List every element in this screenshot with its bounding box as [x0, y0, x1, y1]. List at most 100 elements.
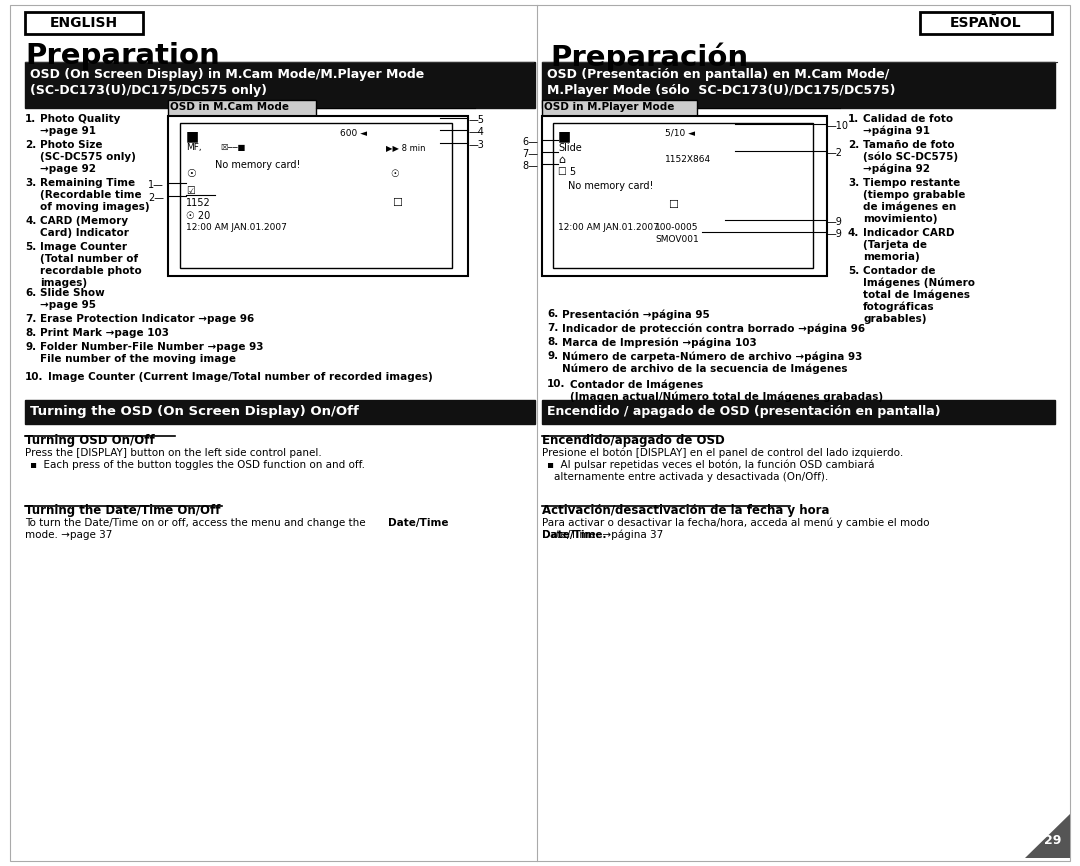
Text: 10.: 10.: [25, 372, 43, 382]
Text: MF,: MF,: [186, 143, 202, 152]
Text: 10.: 10.: [546, 379, 566, 389]
Text: ▶▶ 8 min: ▶▶ 8 min: [386, 143, 426, 152]
Text: Tiempo restante: Tiempo restante: [863, 178, 960, 188]
Text: Preparación: Preparación: [550, 42, 748, 72]
Text: Número de archivo de la secuencia de Imágenes: Número de archivo de la secuencia de Imá…: [562, 363, 848, 373]
Bar: [180, 123, 453, 268]
Text: Photo Size: Photo Size: [40, 140, 103, 150]
Text: 1—: 1—: [148, 180, 164, 190]
Text: —2: —2: [827, 148, 843, 158]
Bar: [25, 400, 535, 424]
Text: (SC-DC575 only): (SC-DC575 only): [40, 152, 136, 162]
Text: Press the [DISPLAY] button on the left side control panel.: Press the [DISPLAY] button on the left s…: [25, 448, 322, 458]
Text: →página 92: →página 92: [863, 164, 930, 175]
Text: Indicador de protección contra borrado →página 96: Indicador de protección contra borrado →…: [562, 323, 865, 333]
Text: ☐: ☐: [392, 198, 402, 208]
Bar: [168, 100, 316, 116]
Text: 1.: 1.: [25, 114, 37, 124]
Text: (tiempo grabable: (tiempo grabable: [863, 190, 966, 200]
Text: Presentación →página 95: Presentación →página 95: [562, 309, 710, 320]
Text: 1152X864: 1152X864: [665, 155, 711, 164]
Text: Slide: Slide: [558, 143, 582, 153]
Text: Calidad de foto: Calidad de foto: [863, 114, 954, 124]
Text: Encendido/apagado de OSD: Encendido/apagado de OSD: [542, 434, 725, 447]
Text: Date/Time.: Date/Time.: [542, 530, 607, 540]
Text: 7.: 7.: [25, 314, 37, 324]
Bar: [25, 62, 535, 108]
Text: fotográficas: fotográficas: [863, 302, 934, 313]
Text: Remaining Time: Remaining Time: [40, 178, 135, 188]
Text: 7—: 7—: [522, 149, 538, 159]
Text: 4.: 4.: [848, 228, 860, 238]
Text: OSD in M.Cam Mode: OSD in M.Cam Mode: [170, 102, 289, 112]
Text: ☑: ☑: [186, 186, 194, 196]
Text: memoria): memoria): [863, 252, 920, 262]
Text: Folder Number-File Number →page 93: Folder Number-File Number →page 93: [40, 342, 264, 352]
Bar: [25, 12, 143, 34]
Text: movimiento): movimiento): [863, 214, 937, 224]
Text: Número de carpeta-Número de archivo →página 93: Número de carpeta-Número de archivo →pág…: [562, 351, 862, 361]
Text: OSD (Presentación en pantalla) en M.Cam Mode/: OSD (Presentación en pantalla) en M.Cam …: [546, 68, 889, 81]
Text: CARD (Memory: CARD (Memory: [40, 216, 129, 226]
Text: OSD (On Screen Display) in M.Cam Mode/M.Player Mode: OSD (On Screen Display) in M.Cam Mode/M.…: [30, 68, 424, 81]
Text: Card) Indicator: Card) Indicator: [40, 228, 129, 238]
Text: Turning OSD On/Off: Turning OSD On/Off: [25, 434, 154, 447]
Text: Contador de Imágenes: Contador de Imágenes: [570, 379, 703, 390]
Text: Turning the OSD (On Screen Display) On/Off: Turning the OSD (On Screen Display) On/O…: [30, 405, 359, 418]
Bar: [920, 12, 1052, 34]
Text: —4: —4: [469, 127, 485, 137]
Text: Para activar o desactivar la fecha/hora, acceda al menú y cambie el modo: Para activar o desactivar la fecha/hora,…: [542, 518, 930, 528]
Text: Presione el botón [DISPLAY] en el panel de control del lado izquierdo.: Presione el botón [DISPLAY] en el panel …: [542, 448, 903, 458]
Text: 8.: 8.: [546, 337, 558, 347]
Text: M.Player Mode (sólo  SC-DC173(U)/DC175/DC575): M.Player Mode (sólo SC-DC173(U)/DC175/DC…: [546, 84, 895, 97]
Text: —5: —5: [469, 115, 485, 125]
Text: —9: —9: [827, 217, 842, 227]
Text: 7.: 7.: [546, 323, 558, 333]
Text: To turn the Date/Time on or off, access the menu and change the: To turn the Date/Time on or off, access …: [25, 518, 369, 528]
Text: of moving images): of moving images): [40, 202, 150, 212]
Text: de imágenes en: de imágenes en: [863, 202, 956, 212]
Text: Indicador CARD: Indicador CARD: [863, 228, 955, 238]
Text: 1152: 1152: [186, 198, 211, 208]
Text: ☉: ☉: [390, 169, 399, 179]
Text: 1.: 1.: [848, 114, 860, 124]
Text: 600 ◄: 600 ◄: [340, 129, 367, 138]
Text: total de Imágenes: total de Imágenes: [863, 290, 970, 301]
Text: Contador de: Contador de: [863, 266, 935, 276]
Text: No memory card!: No memory card!: [568, 181, 653, 191]
Text: 3.: 3.: [848, 178, 860, 188]
Text: ▪  Al pulsar repetidas veces el botón, la función OSD cambiará: ▪ Al pulsar repetidas veces el botón, la…: [546, 460, 875, 470]
Bar: [542, 62, 1055, 108]
Text: (sólo SC-DC575): (sólo SC-DC575): [863, 152, 958, 163]
Text: ■: ■: [186, 129, 199, 143]
Text: 2—: 2—: [148, 193, 164, 203]
Text: recordable photo: recordable photo: [40, 266, 141, 276]
Bar: [553, 123, 813, 268]
Text: →page 95: →page 95: [40, 300, 96, 310]
Text: →page 91: →page 91: [40, 126, 96, 136]
Text: (Imagen actual/Número total de Imágenes grabadas): (Imagen actual/Número total de Imágenes …: [570, 391, 883, 402]
Text: Erase Protection Indicator →page 96: Erase Protection Indicator →page 96: [40, 314, 254, 324]
Bar: [542, 116, 827, 276]
Text: Photo Quality: Photo Quality: [40, 114, 120, 124]
Text: ☉: ☉: [186, 169, 195, 179]
Polygon shape: [1025, 814, 1070, 858]
Text: Activación/desactivación de la fecha y hora: Activación/desactivación de la fecha y h…: [542, 504, 829, 517]
Text: ☐: ☐: [669, 200, 678, 210]
Text: ENGLISH: ENGLISH: [50, 16, 118, 30]
Text: (Tarjeta de: (Tarjeta de: [863, 240, 927, 250]
Text: ☐ 5: ☐ 5: [558, 167, 576, 177]
Text: (SC-DC173(U)/DC175/DC575 only): (SC-DC173(U)/DC175/DC575 only): [30, 84, 267, 97]
Text: 2.: 2.: [25, 140, 37, 150]
Text: Image Counter: Image Counter: [40, 242, 127, 252]
Text: 12:00 AM JAN.01.2007: 12:00 AM JAN.01.2007: [558, 223, 659, 232]
Text: 9.: 9.: [546, 351, 558, 361]
Text: grabables): grabables): [863, 314, 927, 324]
Text: ☒──■: ☒──■: [220, 143, 245, 152]
Text: Slide Show: Slide Show: [40, 288, 105, 298]
Text: No memory card!: No memory card!: [215, 160, 300, 170]
Text: ⌂: ⌂: [558, 155, 565, 165]
Bar: [542, 400, 1055, 424]
Text: Date/Time. →página 37: Date/Time. →página 37: [542, 530, 663, 540]
Text: 2.: 2.: [848, 140, 860, 150]
